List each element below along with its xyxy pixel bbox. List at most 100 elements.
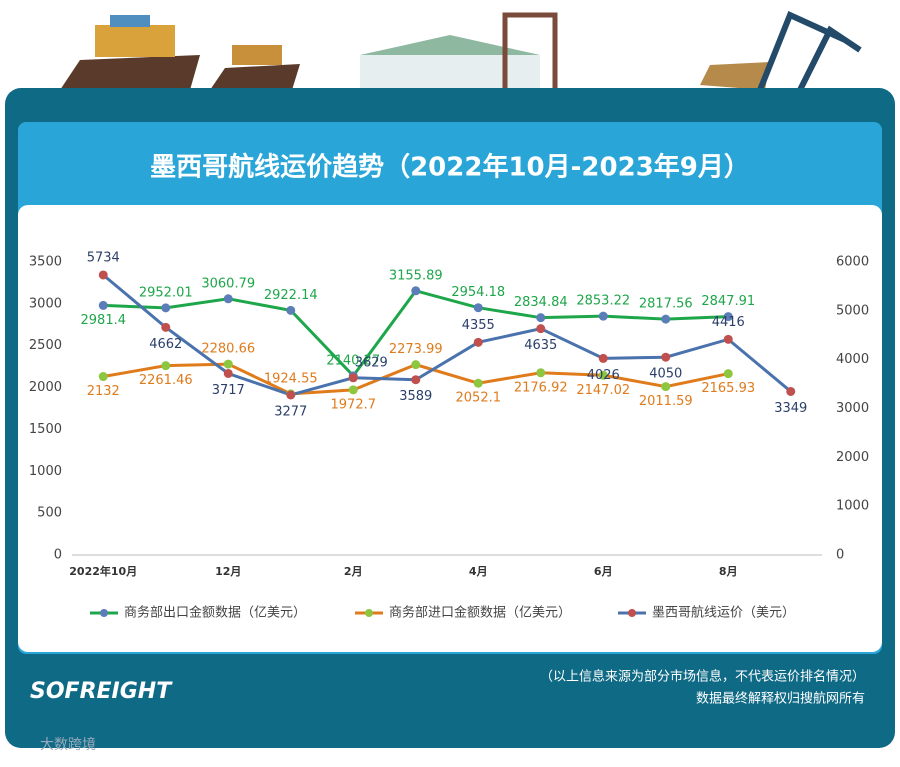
legend-marker: [628, 609, 636, 617]
data-label: 2140.27: [326, 353, 380, 368]
plot-card: [18, 205, 882, 652]
data-point: [286, 305, 296, 315]
data-point: [473, 337, 483, 347]
data-point: [786, 386, 796, 396]
data-label: 2922.14: [264, 288, 318, 303]
data-point: [473, 303, 483, 313]
data-point: [98, 270, 108, 280]
data-point: [661, 382, 671, 392]
legend-label: 墨西哥航线运价（美元）: [652, 605, 795, 621]
data-label: 3277: [274, 404, 307, 419]
data-label: 2261.46: [139, 373, 193, 388]
data-point: [661, 352, 671, 362]
data-point: [161, 361, 171, 371]
y-tick-label: 500: [37, 506, 62, 521]
data-label: 2981.4: [81, 313, 127, 328]
data-point: [473, 378, 483, 388]
data-label: 2952.01: [139, 285, 193, 300]
x-tick-label: 4月: [469, 565, 488, 578]
data-label: 4026: [587, 368, 620, 383]
data-point: [161, 303, 171, 313]
data-label: 3060.79: [201, 276, 255, 291]
legend-label: 商务部出口金额数据（亿美元）: [124, 605, 306, 621]
data-point: [223, 359, 233, 369]
data-label: 2273.99: [389, 342, 443, 357]
data-label: 2165.93: [701, 381, 755, 396]
data-label: 2132: [87, 384, 120, 399]
data-point: [723, 334, 733, 344]
data-label: 2147.02: [576, 383, 630, 398]
x-tick-label: 12月: [215, 565, 241, 578]
data-label: 1972.7: [331, 397, 377, 412]
legend-label: 商务部进口金额数据（亿美元）: [389, 605, 571, 621]
y-tick-label: 3000: [29, 296, 62, 311]
data-point: [723, 312, 733, 322]
data-label: 3629: [355, 355, 388, 370]
legend-marker: [100, 609, 108, 617]
y-tick-label: 3500: [29, 255, 62, 270]
y2-tick-label: 2000: [836, 450, 869, 465]
data-label: 4355: [462, 318, 495, 333]
data-point: [536, 368, 546, 378]
data-label: 4050: [649, 367, 682, 382]
y2-tick-label: 6000: [836, 255, 869, 270]
data-point: [411, 286, 421, 296]
footer-rights: 数据最终解释权归搜航网所有: [696, 691, 865, 707]
y2-tick-label: 1000: [836, 499, 869, 514]
data-label: 1924.55: [264, 371, 318, 386]
header-illustration: [60, 10, 862, 98]
y2-tick-label: 4000: [836, 352, 869, 367]
footer-note: （以上信息来源为部分市场信息，不代表运价排名情况）: [540, 669, 865, 685]
data-point: [411, 360, 421, 370]
y2-tick-label: 3000: [836, 401, 869, 416]
y2-tick-label: 5000: [836, 303, 869, 318]
x-tick-label: 2月: [344, 565, 363, 578]
data-label: 4416: [712, 315, 745, 330]
data-label: 2954.18: [451, 285, 505, 300]
data-point: [98, 300, 108, 310]
chart-title: 墨西哥航线运价趋势（2022年10月-2023年9月）: [150, 152, 750, 183]
y-tick-label: 0: [54, 548, 62, 563]
x-tick-label: 2022年10月: [69, 564, 137, 578]
watermark: 大数跨境: [40, 737, 96, 753]
data-label: 3349: [774, 401, 807, 416]
data-label: 2817.56: [639, 297, 693, 312]
y-tick-label: 2500: [29, 338, 62, 353]
data-point: [348, 385, 358, 395]
y-tick-label: 1500: [29, 422, 62, 437]
data-point: [98, 372, 108, 382]
data-label: 4662: [149, 337, 182, 352]
data-label: 3589: [399, 389, 432, 404]
data-point: [223, 368, 233, 378]
data-point: [348, 373, 358, 383]
data-point: [598, 311, 608, 321]
x-tick-label: 6月: [594, 565, 613, 578]
y-tick-label: 1000: [29, 464, 62, 479]
data-point: [286, 390, 296, 400]
data-label: 2847.91: [701, 294, 755, 309]
y-tick-label: 2000: [29, 380, 62, 395]
data-point: [598, 370, 608, 380]
data-point: [598, 353, 608, 363]
data-point: [536, 324, 546, 334]
data-point: [661, 314, 671, 324]
data-label: 2052.1: [456, 391, 502, 406]
data-label: 2280.66: [201, 342, 255, 357]
legend-marker: [365, 609, 373, 617]
data-point: [536, 313, 546, 323]
data-label: 5734: [87, 250, 120, 265]
data-label: 3717: [212, 383, 245, 398]
data-label: 2176.92: [514, 380, 568, 395]
x-tick-label: 8月: [719, 565, 738, 578]
data-point: [161, 322, 171, 332]
data-point: [223, 294, 233, 304]
data-label: 2011.59: [639, 394, 693, 409]
data-label: 2853.22: [576, 294, 630, 309]
data-point: [411, 375, 421, 385]
logo: SOFREIGHT: [30, 679, 173, 704]
data-label: 3155.89: [389, 268, 443, 283]
data-point: [723, 369, 733, 379]
y2-tick-label: 0: [836, 548, 844, 563]
data-label: 4635: [524, 338, 557, 353]
